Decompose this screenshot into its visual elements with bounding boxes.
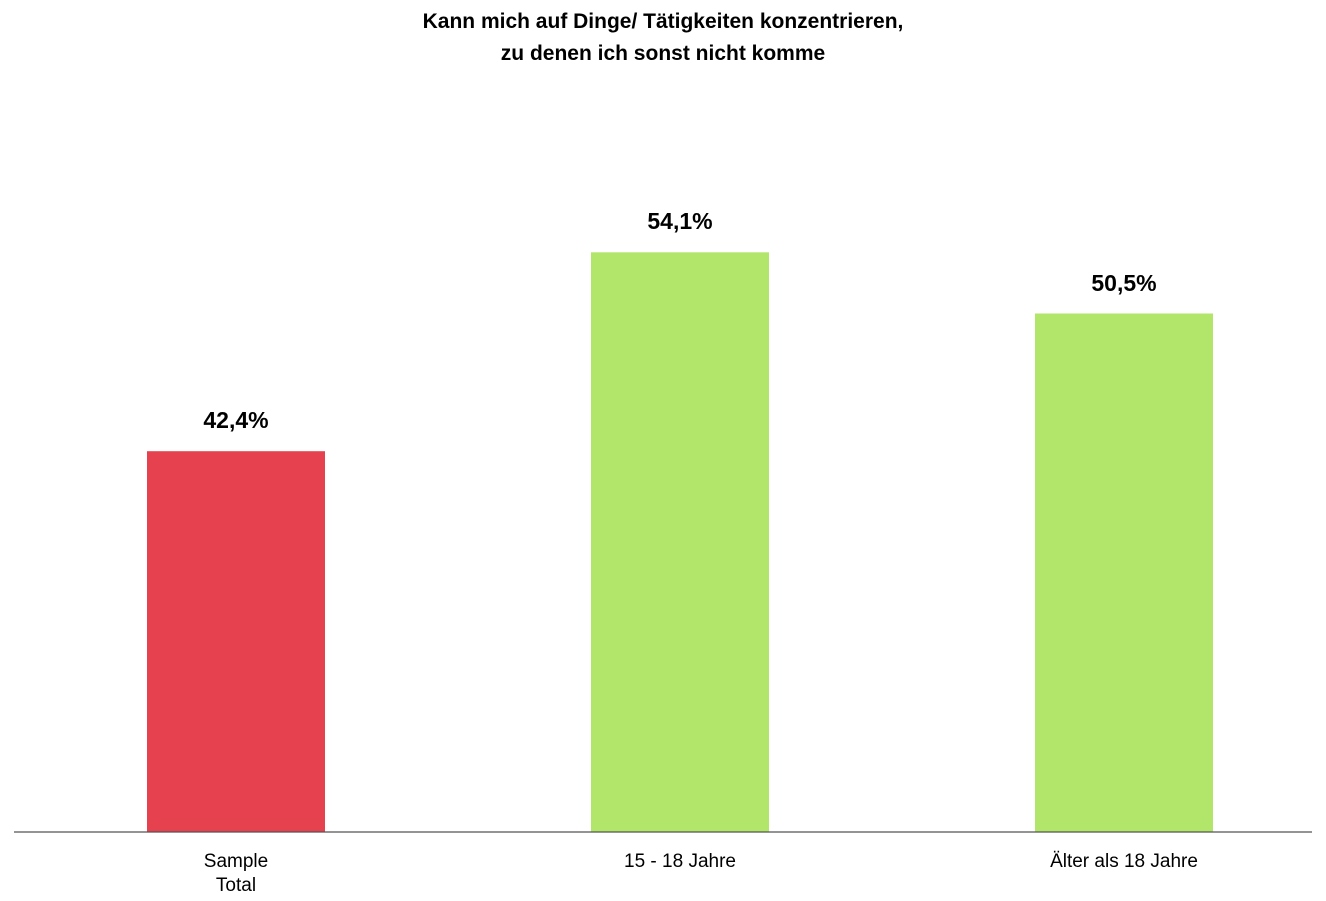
bar (1035, 313, 1213, 832)
value-label: 50,5% (1091, 269, 1157, 296)
x-tick-label: Sample Total (203, 851, 269, 896)
x-tick-label: 15 - 18 Jahre (624, 851, 736, 872)
x-tick-label: Älter als 18 Jahre (1050, 851, 1198, 872)
chart-title: Kann mich auf Dinge/ Tätigkeiten konzent… (422, 10, 904, 65)
bar (591, 252, 769, 833)
value-label: 54,1% (647, 208, 713, 235)
bar (147, 451, 325, 832)
value-label: 42,4% (203, 407, 269, 434)
